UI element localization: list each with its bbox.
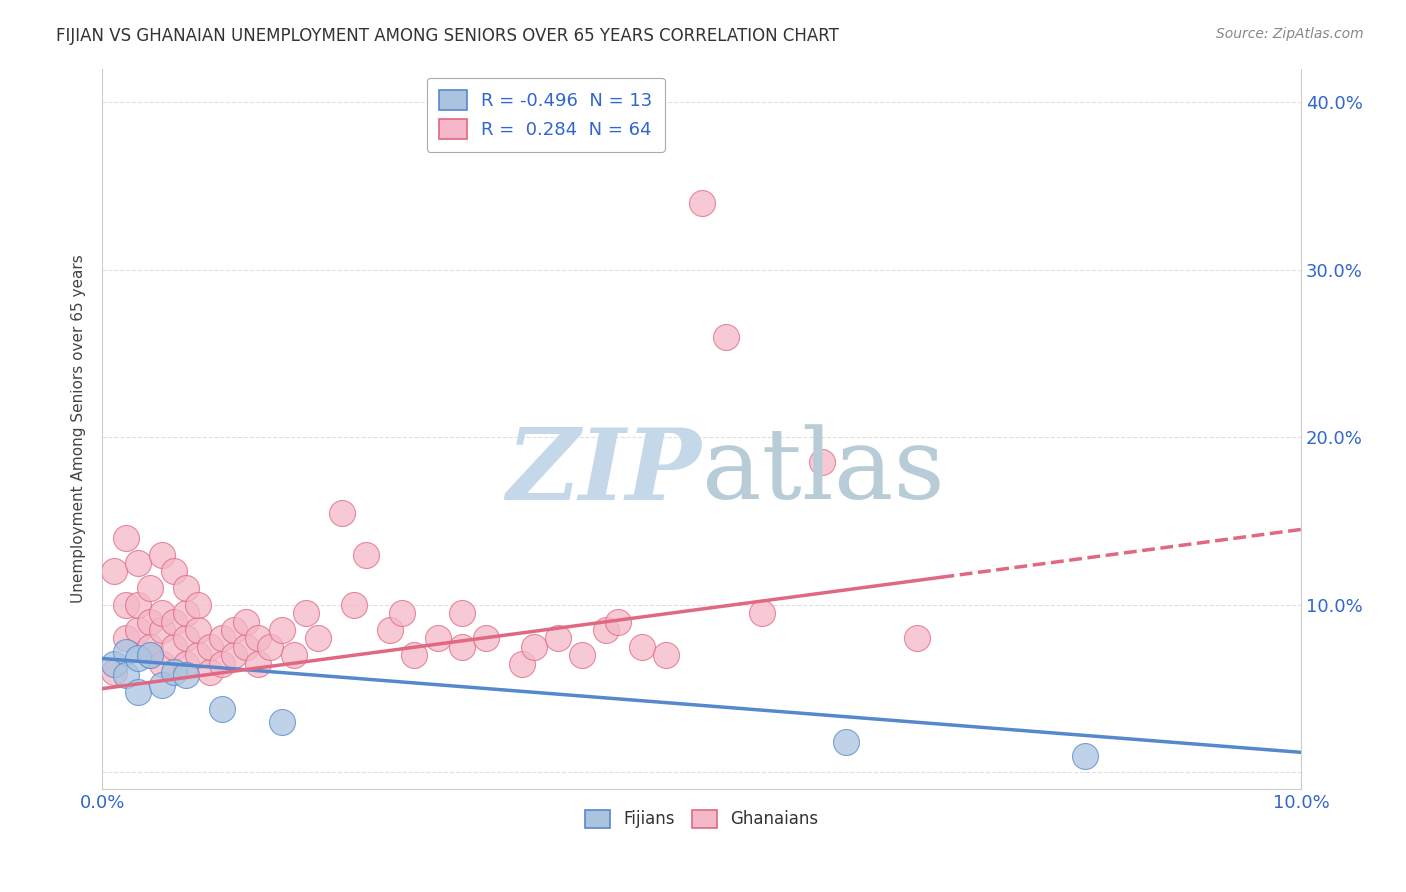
Point (187, 623, 209, 637)
Point (630, 640, 652, 654)
Point (391, 606, 413, 620)
Point (283, 648, 305, 662)
Point (163, 565, 186, 579)
Text: ZIP: ZIP (506, 424, 702, 520)
Text: Source: ZipAtlas.com: Source: ZipAtlas.com (1216, 27, 1364, 41)
Point (271, 715, 294, 730)
Point (402, 648, 425, 662)
Point (451, 640, 474, 654)
Point (127, 685, 149, 699)
Point (907, 632, 929, 646)
Point (235, 615, 257, 629)
Point (222, 623, 245, 637)
Point (235, 640, 257, 654)
Point (271, 623, 294, 637)
Point (127, 556, 149, 570)
Point (163, 640, 186, 654)
Point (222, 648, 245, 662)
Text: FIJIAN VS GHANAIAN UNEMPLOYMENT AMONG SENIORS OVER 65 YEARS CORRELATION CHART: FIJIAN VS GHANAIAN UNEMPLOYMENT AMONG SE… (56, 27, 839, 45)
Point (163, 665, 186, 679)
Point (139, 615, 162, 629)
Point (211, 702, 233, 716)
Point (475, 632, 498, 646)
Point (174, 632, 197, 646)
Point (571, 648, 593, 662)
Point (174, 581, 197, 595)
Point (115, 598, 138, 612)
Point (295, 606, 318, 620)
Point (343, 598, 366, 612)
Point (127, 623, 149, 637)
Point (259, 640, 281, 654)
Point (354, 548, 377, 562)
Point (810, 455, 832, 469)
Point (211, 632, 233, 646)
Point (198, 665, 221, 679)
Point (198, 640, 221, 654)
Point (150, 657, 173, 671)
Point (426, 632, 449, 646)
Point (103, 565, 125, 579)
Point (751, 606, 773, 620)
Y-axis label: Unemployment Among Seniors over 65 years: Unemployment Among Seniors over 65 years (72, 254, 86, 603)
Point (115, 531, 138, 545)
Point (150, 623, 173, 637)
Point (523, 640, 546, 654)
Point (547, 632, 569, 646)
Point (150, 606, 173, 620)
Legend: Fijians, Ghanaians: Fijians, Ghanaians (578, 803, 825, 835)
Point (139, 640, 162, 654)
Point (307, 632, 329, 646)
Point (211, 657, 233, 671)
Point (714, 329, 737, 343)
Point (330, 506, 353, 520)
Point (150, 548, 173, 562)
Point (451, 606, 474, 620)
Point (690, 195, 713, 210)
Point (174, 606, 197, 620)
Point (187, 648, 209, 662)
Point (187, 598, 209, 612)
Point (115, 632, 138, 646)
Point (654, 648, 676, 662)
Point (103, 665, 125, 679)
Point (163, 615, 186, 629)
Point (174, 657, 197, 671)
Point (378, 623, 401, 637)
Point (139, 648, 162, 662)
Point (247, 632, 270, 646)
Point (127, 598, 149, 612)
Point (139, 581, 162, 595)
Point (103, 657, 125, 671)
Point (1074, 748, 1097, 763)
Text: atlas: atlas (702, 425, 945, 520)
Point (834, 735, 856, 749)
Point (127, 651, 149, 665)
Point (595, 623, 617, 637)
Point (247, 657, 270, 671)
Point (150, 678, 173, 692)
Point (606, 615, 628, 629)
Point (510, 657, 533, 671)
Point (115, 668, 138, 682)
Point (139, 648, 162, 662)
Point (115, 645, 138, 659)
Point (174, 668, 197, 682)
